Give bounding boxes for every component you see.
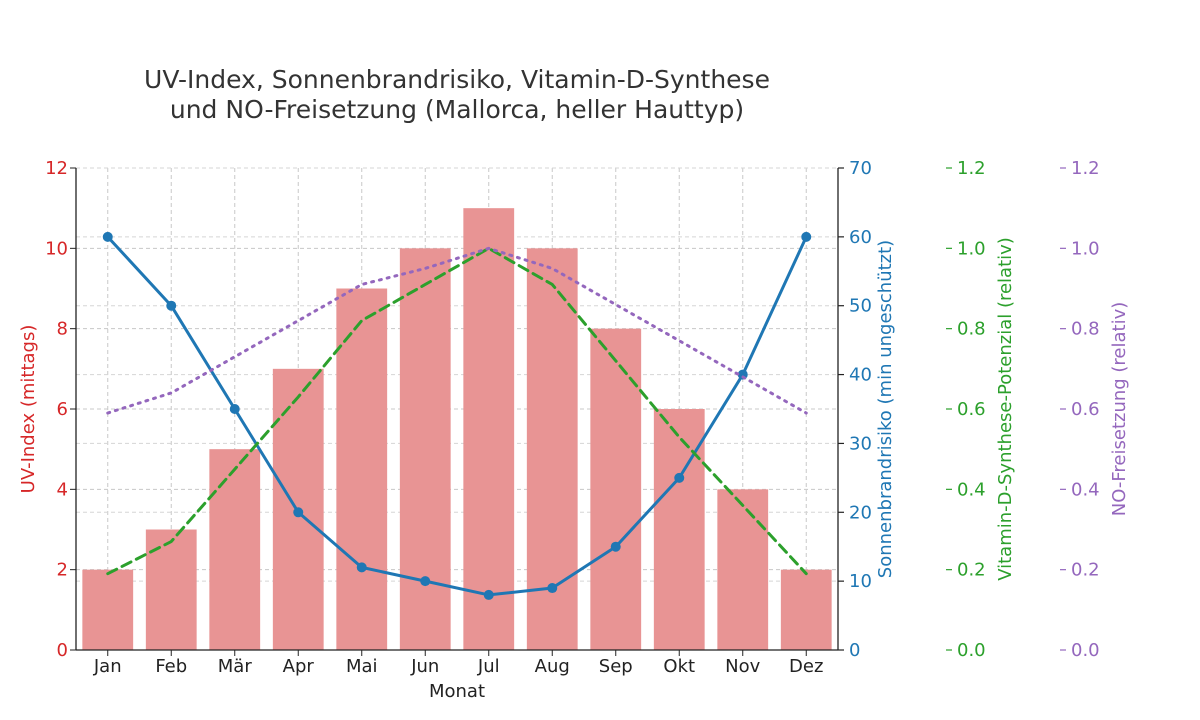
burn-point-sep bbox=[610, 541, 621, 552]
burn-tick-label: 30 bbox=[849, 433, 872, 454]
no-tick-label: 1.2 bbox=[1071, 158, 1100, 179]
burn-tick-label: 0 bbox=[849, 640, 860, 661]
uv-bar-jan bbox=[82, 569, 134, 650]
x-tick-label: Mai bbox=[346, 656, 378, 677]
uv-tick-label: 10 bbox=[45, 238, 68, 259]
vitd-tick-label: 0.2 bbox=[957, 560, 986, 581]
uv-bar-mai bbox=[336, 288, 388, 650]
burn-point-feb bbox=[166, 300, 177, 311]
uv-tick-label: 4 bbox=[57, 479, 68, 500]
no-tick-label: 0.0 bbox=[1071, 640, 1100, 661]
burn-point-mai bbox=[356, 562, 367, 573]
burn-point-dez bbox=[801, 231, 812, 242]
no-tick-label: 0.4 bbox=[1071, 479, 1100, 500]
burn-tick-label: 40 bbox=[849, 365, 872, 386]
burn-tick-label: 60 bbox=[849, 227, 872, 248]
x-tick-label: Jun bbox=[410, 656, 439, 677]
x-tick-label: Okt bbox=[663, 656, 695, 677]
uv-bar-nov bbox=[717, 489, 769, 650]
no-tick-label: 1.0 bbox=[1071, 238, 1100, 259]
vitd-axis-label: Vitamin-D-Synthese-Potenzial (relativ) bbox=[995, 237, 1016, 581]
x-tick-label: Nov bbox=[725, 656, 760, 677]
x-tick-label: Apr bbox=[283, 656, 315, 677]
burn-point-aug bbox=[547, 583, 558, 594]
burn-point-okt bbox=[674, 472, 685, 483]
burn-tick-label: 20 bbox=[849, 502, 872, 523]
burn-point-jul bbox=[483, 589, 494, 600]
uv-bars bbox=[82, 208, 832, 651]
x-tick-label: Aug bbox=[535, 656, 570, 677]
uv-bar-sep bbox=[590, 328, 642, 650]
x-tick-label: Sep bbox=[599, 656, 633, 677]
x-tick-label: Feb bbox=[155, 656, 187, 677]
chart-title-line-1: UV-Index, Sonnenbrandrisiko, Vitamin-D-S… bbox=[144, 65, 770, 94]
uv-bar-mär bbox=[209, 449, 261, 650]
uv-bar-dez bbox=[780, 569, 832, 650]
x-tick-label: Jul bbox=[477, 656, 500, 677]
no-tick-label: 0.8 bbox=[1071, 319, 1100, 340]
vitd-series-line bbox=[106, 246, 808, 576]
x-tick-label: Jan bbox=[93, 656, 122, 677]
no-axis-label: NO-Freisetzung (relativ) bbox=[1109, 302, 1130, 517]
burn-point-mär bbox=[229, 404, 240, 414]
x-axis-label: Monat bbox=[429, 681, 485, 702]
chart-title-line-2: und NO-Freisetzung (Mallorca, heller Hau… bbox=[170, 95, 744, 124]
no-tick-label: 0.6 bbox=[1071, 399, 1100, 420]
x-tick-label: Mär bbox=[218, 656, 253, 677]
uv-bar-jul bbox=[463, 208, 515, 650]
vitd-tick-label: 0.0 bbox=[957, 640, 986, 661]
uv-tick-label: 12 bbox=[45, 158, 68, 179]
uv-tick-label: 6 bbox=[57, 399, 68, 420]
burn-point-apr bbox=[293, 507, 304, 518]
vitd-tick-label: 0.4 bbox=[957, 479, 986, 500]
uv-bar-feb bbox=[145, 529, 197, 650]
vitd-tick-label: 0.6 bbox=[957, 399, 986, 420]
vitd-tick-label: 1.2 bbox=[957, 158, 986, 179]
series-lines bbox=[102, 231, 812, 600]
uv-tick-label: 0 bbox=[57, 640, 68, 661]
uv-tick-label: 8 bbox=[57, 319, 68, 340]
uv-axis-label: UV-Index (mittags) bbox=[18, 325, 39, 494]
burn-tick-label: 70 bbox=[849, 158, 872, 179]
no-tick-label: 0.2 bbox=[1071, 560, 1100, 581]
burn-axis-label: Sonnenbrandrisiko (min ungeschützt) bbox=[875, 240, 896, 578]
uv-tick-label: 2 bbox=[57, 560, 68, 581]
burn-series-line bbox=[106, 235, 808, 597]
burn-tick-label: 10 bbox=[849, 571, 872, 592]
vitd-tick-label: 1.0 bbox=[957, 238, 986, 259]
uv-bar-jun bbox=[399, 248, 451, 651]
axes: Jan Feb Mär Apr Mai Jun Jul Aug Sep Okt Nov Dez 0 2 4 6… bbox=[45, 158, 1100, 677]
burn-point-jun bbox=[420, 576, 431, 587]
vitd-tick-label: 0.8 bbox=[957, 319, 986, 340]
burn-tick-label: 50 bbox=[849, 296, 872, 317]
uv-bar-okt bbox=[653, 409, 705, 650]
burn-point-jan bbox=[102, 231, 113, 242]
no-series-line bbox=[106, 246, 808, 415]
x-tick-label: Dez bbox=[789, 656, 823, 677]
